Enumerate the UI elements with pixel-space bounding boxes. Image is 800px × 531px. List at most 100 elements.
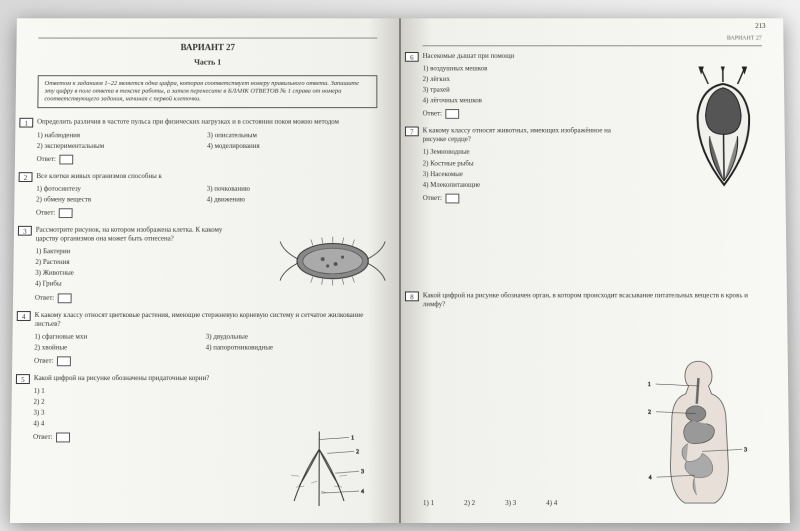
page-header-right: ВАРИАНТ 27 <box>423 36 762 46</box>
option: 1) 1 <box>423 498 434 509</box>
question-1: 1 Определить различия в частоте пульса п… <box>37 118 378 164</box>
answer-box[interactable] <box>59 208 73 218</box>
option: 4) папоротниковидные <box>206 342 377 353</box>
option: 4) Грибы <box>35 279 172 290</box>
header-text: ВАРИАНТ 27 <box>727 36 762 42</box>
option: 4) лёгочных мешков <box>423 96 593 107</box>
option: 4) 4 <box>546 498 557 509</box>
svg-text:1: 1 <box>648 382 651 388</box>
options: 1) 1 2) 2 3) 3 4) 4 <box>33 386 137 430</box>
answer-box[interactable] <box>60 154 74 164</box>
answer-label: Ответ: <box>34 357 53 365</box>
question-number: 3 <box>18 226 32 236</box>
option: 1) наблюдения <box>37 130 207 141</box>
option: 2) обмену веществ <box>36 195 207 206</box>
option: 3) 3 <box>33 408 136 419</box>
svg-text:1: 1 <box>351 435 354 441</box>
option: 1) сфагновые мхи <box>34 332 205 343</box>
instruction-box: Ответом к заданиям 1–22 является одна ци… <box>37 75 377 108</box>
answer-box[interactable] <box>446 193 460 203</box>
question-text: Определить различия в частоте пульса при… <box>37 118 377 127</box>
question-text: К какому классу относят цветковые растен… <box>35 311 378 329</box>
svg-text:4: 4 <box>361 489 364 495</box>
question-number: 5 <box>16 374 30 384</box>
option: 1) воздушных мешков <box>423 64 593 75</box>
option: 1) Бактерии <box>35 247 172 258</box>
answer-line: Ответ: <box>35 293 377 303</box>
option: 1) 1 <box>34 386 137 397</box>
options: 1) фотосинтезу 3) почкованию 2) обмену в… <box>36 184 377 206</box>
right-page: ВАРИАНТ 27 213 6 Насекомые дышат при пом… <box>401 18 790 523</box>
option: 2) хвойные <box>34 342 206 353</box>
question-text: Насекомые дышат при помощи <box>423 52 762 61</box>
question-number: 1 <box>19 118 33 128</box>
option: 3) трахей <box>423 85 593 96</box>
answer-label: Ответ: <box>36 209 55 217</box>
option: 3) Животные <box>35 268 172 279</box>
option: 2) 2 <box>464 498 475 509</box>
option: 4) движению <box>207 195 378 206</box>
answer-label: Ответ: <box>423 194 442 202</box>
roots-illustration: 1 2 3 4 <box>269 432 369 512</box>
answer-box[interactable] <box>57 356 71 366</box>
question-number: 6 <box>405 52 419 62</box>
answer-line: Ответ: <box>34 356 377 366</box>
options: 1) наблюдения 3) описательным 2) экспери… <box>37 130 378 152</box>
svg-text:2: 2 <box>356 449 359 455</box>
page-number: 213 <box>755 22 765 31</box>
question-number: 8 <box>405 291 419 301</box>
question-text: Какой цифрой на рисунке обозначены прида… <box>34 374 223 383</box>
answer-box[interactable] <box>58 293 72 303</box>
left-page: ВАРИАНТ 27 Часть 1 Ответом к заданиям 1–… <box>10 18 399 523</box>
options: 1) воздушных мешков 2) лёгких 3) трахей … <box>423 64 593 107</box>
page-header-left <box>38 36 377 39</box>
question-text: Все клетки живых организмов способны к <box>36 172 377 181</box>
question-2: 2 Все клетки живых организмов способны к… <box>36 172 377 218</box>
question-number: 7 <box>405 127 419 137</box>
heart-illustration <box>683 67 763 193</box>
option: 3) Насекомые <box>423 169 593 180</box>
part-title: Часть 1 <box>38 58 378 68</box>
question-text: К какому классу относят животных, имеющи… <box>423 127 627 145</box>
option: 4) 4 <box>33 419 136 430</box>
option: 2) Костные рыбы <box>423 158 593 169</box>
svg-text:4: 4 <box>649 475 652 481</box>
svg-text:3: 3 <box>361 469 364 475</box>
answer-label: Ответ: <box>423 110 442 118</box>
question-number: 4 <box>17 311 31 321</box>
svg-text:3: 3 <box>744 447 747 453</box>
answer-label: Ответ: <box>35 294 54 302</box>
option: 3) описательным <box>207 130 377 141</box>
option: 1) фотосинтезу <box>36 184 207 195</box>
answer-line: Ответ: <box>36 208 377 218</box>
option: 1) Земноводные <box>423 147 593 158</box>
question-text: Рассмотрите рисунок, на котором изображе… <box>36 226 224 244</box>
option: 4) Млекопитающие <box>423 180 594 191</box>
bacterium-illustration <box>278 232 387 291</box>
body-illustration: 1 2 3 4 <box>644 356 755 505</box>
options: 1) сфагновые мхи 3) двудольные 2) хвойны… <box>34 332 377 354</box>
answer-line: Ответ: <box>423 193 764 203</box>
variant-title: ВАРИАНТ 27 <box>38 42 377 53</box>
answer-line: Ответ: <box>37 154 378 164</box>
answer-label: Ответ: <box>37 155 56 163</box>
options: 1) Бактерии 2) Растения 3) Животные 4) Г… <box>35 247 172 290</box>
option: 3) 3 <box>505 498 516 509</box>
option: 2) экспериментальным <box>37 141 207 152</box>
question-number: 2 <box>19 172 33 182</box>
option: 3) двудольные <box>206 332 377 343</box>
options: 1) 1 2) 2 3) 3 4) 4 <box>423 498 768 509</box>
question-4: 4 К какому классу относят цветковые раст… <box>34 311 377 367</box>
book-spread: ВАРИАНТ 27 Часть 1 Ответом к заданиям 1–… <box>10 18 790 523</box>
answer-box[interactable] <box>446 109 460 119</box>
question-text: Какой цифрой на рисунке обозначен орган,… <box>423 291 765 309</box>
answer-box[interactable] <box>56 433 70 443</box>
question-8: 8 Какой цифрой на рисунке обозначен орга… <box>423 291 765 309</box>
q8-options-row: 1) 1 2) 2 3) 3 4) 4 <box>423 498 768 509</box>
option: 2) 2 <box>33 397 136 408</box>
option: 2) Растения <box>35 257 172 268</box>
options: 1) Земноводные 2) Костные рыбы 3) Насеко… <box>423 147 594 190</box>
answer-label: Ответ: <box>33 434 53 442</box>
option: 3) почкованию <box>207 184 378 195</box>
option: 2) лёгких <box>423 74 593 85</box>
